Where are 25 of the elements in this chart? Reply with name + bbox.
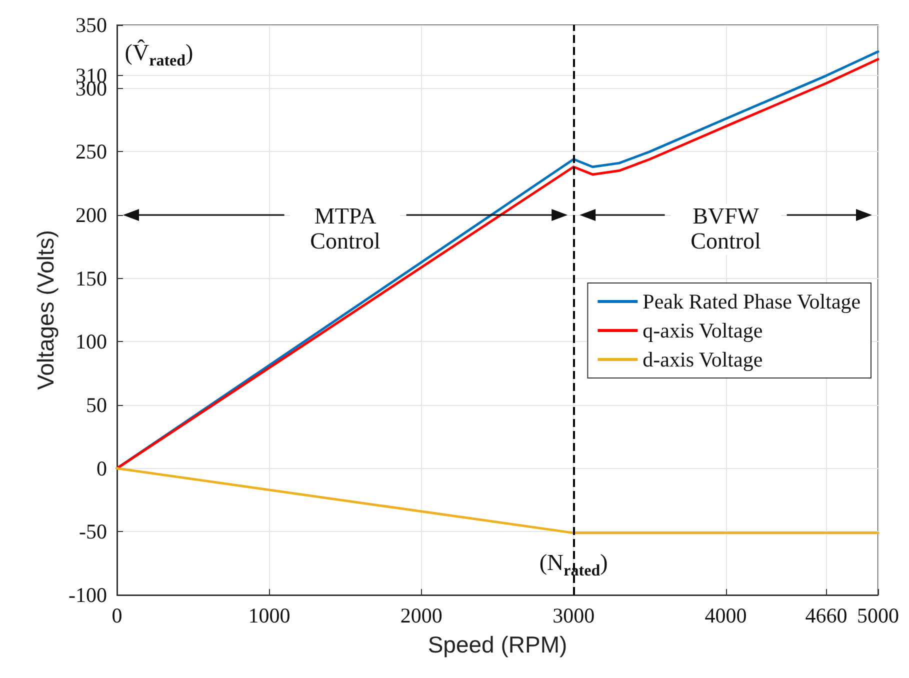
y-tick-label: 350 — [76, 13, 107, 37]
y-tick-label: 0 — [96, 456, 107, 480]
x-tick-label: 5000 — [857, 604, 899, 628]
y-axis-title: Voltages (Volts) — [32, 230, 58, 390]
x-axis-title: Speed (RPM) — [428, 632, 568, 658]
annotation: (V̂$_{rated}$) — [124, 40, 194, 70]
y-tick-label: -100 — [68, 583, 107, 607]
y-tick-label: 200 — [76, 203, 107, 227]
legend-label: d-axis Voltage — [642, 348, 763, 372]
x-tick-label: 1000 — [248, 604, 290, 628]
x-tick-label: 3000 — [552, 604, 595, 628]
annotation: BVFW Control — [670, 204, 781, 254]
annotation: MTPA Control — [290, 204, 400, 254]
y-tick-label: 100 — [76, 330, 107, 354]
y-tick-label: 50 — [86, 393, 107, 417]
x-tick-label: 2000 — [400, 604, 442, 628]
y-tick-label: -50 — [79, 520, 107, 544]
x-tick-label: 4660 — [805, 604, 848, 628]
x-tick-label: 4000 — [704, 604, 747, 628]
y-tick-label: 150 — [76, 266, 107, 290]
x-tick-label: 0 — [112, 604, 122, 628]
legend-label: Peak Rated Phase Voltage — [642, 290, 861, 314]
ref-line-label: (N$_{rated}$) — [539, 550, 608, 580]
y-tick-label: 250 — [76, 140, 107, 164]
legend-label: q-axis Voltage — [642, 318, 763, 342]
